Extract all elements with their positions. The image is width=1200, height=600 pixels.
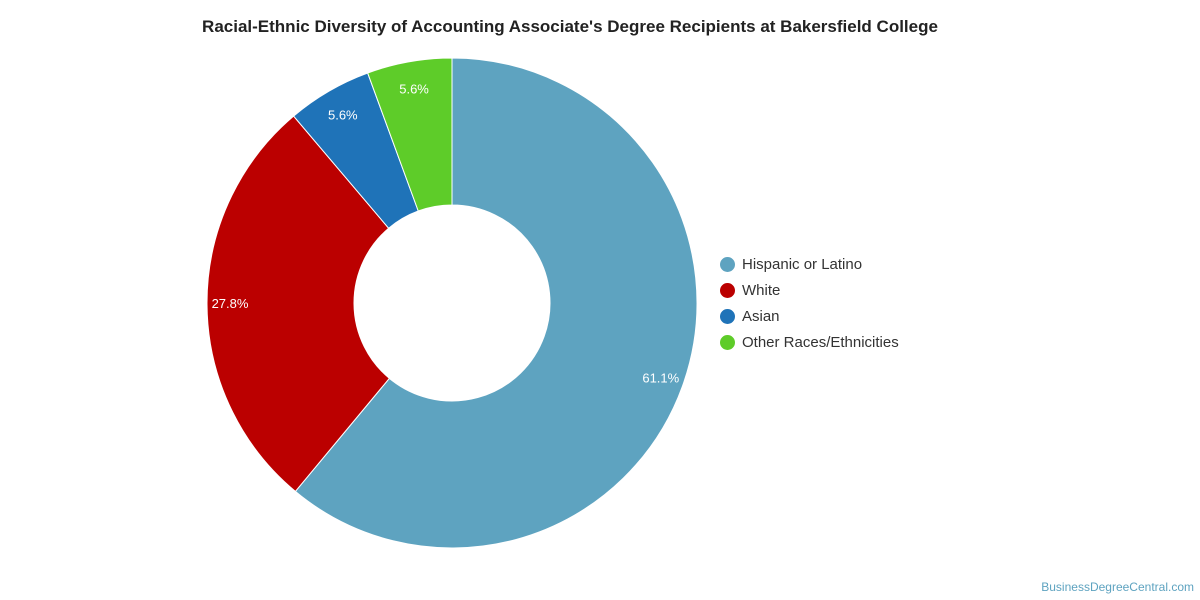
- slice-label: 5.6%: [328, 107, 358, 122]
- legend-swatch: [720, 308, 735, 324]
- legend-item-hispanic-or-latino[interactable]: Hispanic or Latino: [720, 254, 899, 274]
- credit-link[interactable]: BusinessDegreeCentral.com: [1041, 580, 1194, 594]
- slice-white[interactable]: [206, 115, 391, 493]
- legend-label: Hispanic or Latino: [742, 255, 863, 273]
- legend-label: Asian: [742, 307, 780, 325]
- slice-other-races-ethnicities[interactable]: [367, 57, 453, 212]
- legend-label: Other Races/Ethnicities: [742, 333, 899, 351]
- legend-swatch: [720, 334, 735, 350]
- slice-label: 27.8%: [212, 296, 249, 311]
- legend-swatch: [720, 282, 735, 298]
- legend: Hispanic or Latino White Asian Other Rac…: [720, 254, 899, 352]
- legend-item-other-races-ethnicities[interactable]: Other Races/Ethnicities: [720, 332, 899, 352]
- legend-label: White: [742, 281, 781, 299]
- legend-item-white[interactable]: White: [720, 280, 899, 300]
- slice-hispanic-or-latino[interactable]: [294, 57, 698, 549]
- slice-label: 5.6%: [399, 81, 429, 96]
- legend-swatch: [720, 256, 735, 272]
- chart-title: Racial-Ethnic Diversity of Accounting As…: [202, 17, 938, 36]
- slice-label: 61.1%: [642, 370, 679, 385]
- legend-item-asian[interactable]: Asian: [720, 306, 899, 326]
